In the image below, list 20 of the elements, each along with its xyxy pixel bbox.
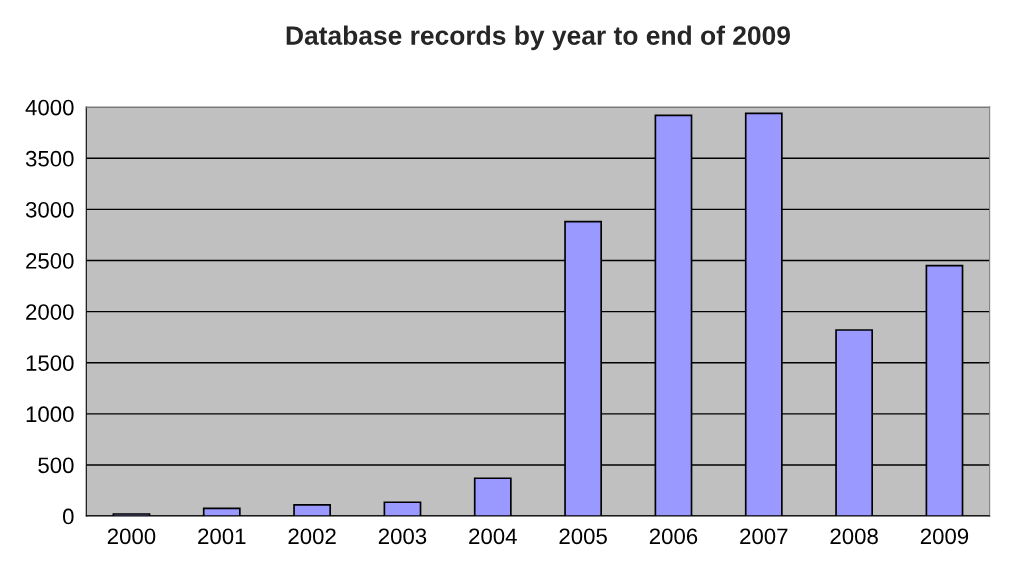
y-tick-label: 2500: [26, 253, 74, 269]
x-tick-label: 2004: [469, 528, 517, 545]
y-tick-label: 3500: [25, 150, 74, 167]
x-tick-label: 2002: [288, 528, 336, 545]
y-tick-label: 3000: [25, 201, 74, 218]
x-tick-label: 2009: [920, 528, 969, 545]
chart-title: Database records by year to end of 2009: [286, 25, 790, 51]
y-tick-label: 4000: [25, 99, 74, 116]
y-tick-label: 1000: [26, 406, 74, 423]
x-tick-label: 2007: [740, 528, 788, 545]
y-tick-label: 1500: [26, 355, 74, 371]
y-tick-label: 2000: [26, 304, 74, 320]
x-tick-label: 2008: [830, 528, 878, 545]
x-tick-label: 2001: [198, 528, 246, 545]
x-tick-label: 2000: [107, 528, 156, 545]
x-tick-label: 2003: [378, 528, 427, 545]
y-tick-label: 500: [38, 457, 74, 474]
y-tick-label: 0: [62, 508, 74, 525]
x-tick-label: 2006: [649, 528, 698, 545]
x-tick-label: 2005: [559, 528, 607, 545]
